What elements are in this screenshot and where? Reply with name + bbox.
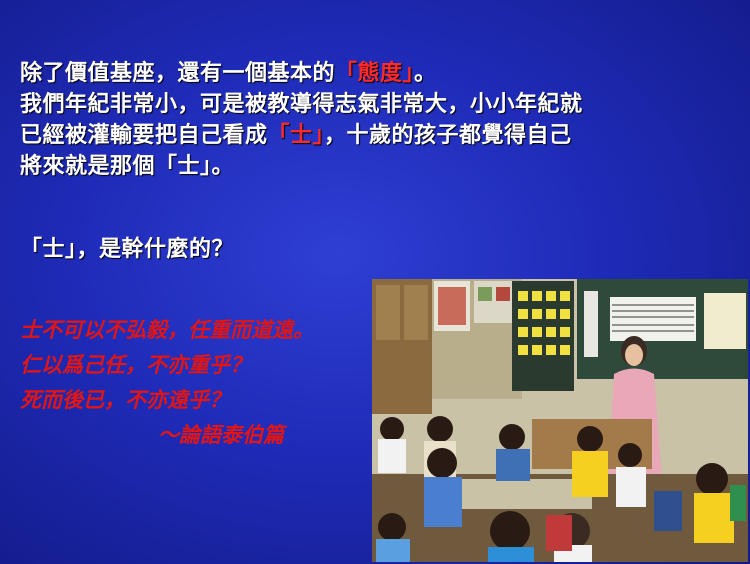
intro-line-3: 已經被灌輸要把自己看成「士」，十歲的孩子都覺得自己: [20, 120, 583, 151]
classroom-photo: [372, 279, 748, 562]
intro-paragraph: 除了價值基座，還有一個基本的「態度」。 我們年紀非常小，可是被教導得志氣非常大，…: [20, 58, 583, 182]
intro-line-4: 將來就是那個「士」。: [20, 153, 235, 179]
classroom-illustration: [372, 279, 748, 562]
intro-line-1: 除了價值基座，還有一個基本的「態度」。: [20, 58, 583, 89]
quote-source: ～論語泰伯篇: [158, 422, 284, 447]
analects-quote: 士不可以不弘毅，任重而道遠。 仁以爲己任，不亦重乎？ 死而後已，不亦遠乎？ ～論…: [20, 312, 314, 452]
quote-line-1: 士不可以不弘毅，任重而道遠。: [20, 317, 314, 342]
shi-highlight: 「士」: [267, 122, 325, 148]
intro-line-1-end: 。: [414, 60, 437, 86]
quote-line-2: 仁以爲己任，不亦重乎？: [20, 352, 251, 377]
attitude-highlight: 「態度」: [335, 60, 415, 86]
question-text: 「士」，是幹什麼的？: [20, 236, 235, 262]
intro-line-1-text: 除了價值基座，還有一個基本的: [20, 60, 336, 86]
intro-line-2: 我們年紀非常小，可是被教導得志氣非常大，小小年紀就: [20, 91, 583, 117]
quote-line-3: 死而後已，不亦遠乎？: [20, 387, 230, 412]
intro-line-3-end: ，十歲的孩子都覺得自己: [324, 122, 572, 148]
intro-line-3-text: 已經被灌輸要把自己看成: [20, 122, 268, 148]
